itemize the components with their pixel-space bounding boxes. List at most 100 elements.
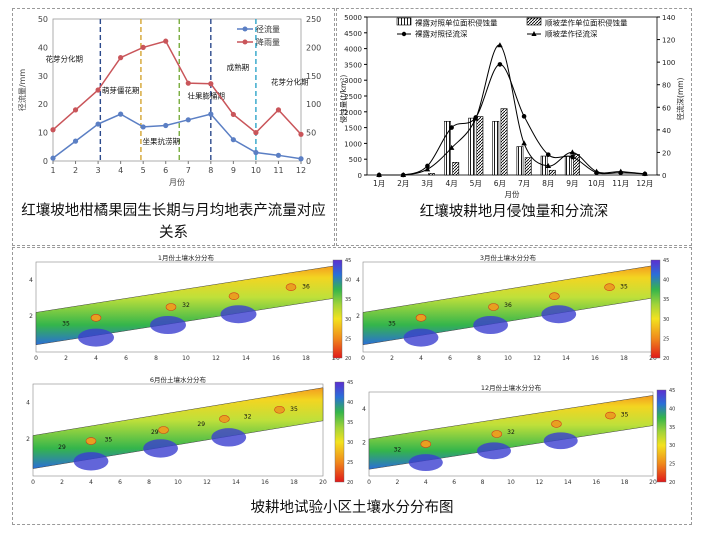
panel-erosion: 0 500 1000 1500 2000 2500 3000 3500 4000 4500 5000… bbox=[336, 8, 692, 246]
x-tick-label: 10 bbox=[504, 355, 512, 362]
dry-spot bbox=[219, 415, 230, 423]
y-tick-label: 3000 bbox=[344, 77, 362, 85]
x-tick-label: 10 bbox=[251, 166, 261, 175]
data-point bbox=[185, 117, 191, 123]
y-tick-label: 50 bbox=[38, 15, 48, 24]
x-tick-label: 5月 bbox=[470, 179, 482, 188]
erosion-bar bbox=[548, 169, 556, 176]
chart-erosion: 0500100015002000250030003500400045005000… bbox=[338, 14, 685, 199]
y-axis-label: 径流量/mm bbox=[17, 69, 27, 111]
colorbar bbox=[334, 381, 345, 483]
wet-zone bbox=[150, 316, 186, 334]
runoff-line bbox=[379, 44, 645, 176]
colorbar-tick-label: 35 bbox=[663, 297, 669, 303]
x-tick-label: 4 bbox=[94, 355, 98, 362]
x-tick-label: 6月 bbox=[494, 179, 506, 188]
erosion-bar bbox=[492, 120, 500, 176]
colorbar-tick-label: 35 bbox=[345, 297, 351, 303]
x-tick-label: 0 bbox=[31, 479, 35, 486]
panel-soil-moisture: 1月份土壤水分分布 35 32 36 0 2 4 6 8 10 12 14 16 18 20 2 4 20 25 30… bbox=[12, 247, 692, 525]
colorbar-tick-label: 20 bbox=[347, 480, 353, 486]
x-tick-label: 20 bbox=[332, 355, 340, 362]
legend-marker bbox=[242, 26, 248, 32]
erosion-bar bbox=[500, 108, 508, 176]
chart-growth-runoff: 1 2 3 4 5 6 7 8 9 10 11 120102030405005010015020025… bbox=[17, 15, 321, 187]
y2-tick-label: 120 bbox=[662, 37, 675, 45]
colorbar-tick-label: 40 bbox=[663, 278, 669, 284]
x-tick-label: 7 bbox=[186, 166, 191, 175]
colorbar-tick-label: 25 bbox=[345, 336, 351, 342]
contour-label: 35 bbox=[621, 412, 629, 419]
data-point bbox=[72, 107, 79, 113]
contour-label: 35 bbox=[290, 406, 298, 413]
legend-label: 裸露对照单位面积侵蚀量 bbox=[415, 18, 498, 28]
series-line bbox=[52, 113, 302, 160]
x-tick-label: 6 bbox=[448, 355, 452, 362]
x-tick-label: 4 bbox=[89, 479, 93, 486]
colorbar-tick-label: 30 bbox=[345, 317, 351, 323]
contour-label: 32 bbox=[244, 414, 252, 421]
y-tick-label: 10 bbox=[38, 129, 48, 138]
x-tick-label: 18 bbox=[302, 355, 310, 362]
x-tick-label: 12 bbox=[536, 479, 544, 486]
data-point bbox=[298, 156, 304, 162]
caption-chart-1: 红壤坡地柑橘果园生长期与月均地表产流量对应关系 bbox=[21, 203, 326, 241]
colorbar-tick-label: 35 bbox=[669, 425, 675, 431]
legend-label: 顺坡垄作径流深 bbox=[545, 29, 598, 39]
x-tick-label: 3 bbox=[96, 166, 101, 175]
series-line bbox=[52, 40, 302, 135]
x-tick-label: 12 bbox=[296, 166, 306, 175]
x-tick-label: 0 bbox=[367, 479, 371, 486]
wet-zone bbox=[403, 328, 439, 347]
runoff-point bbox=[424, 166, 431, 172]
x-tick-label: 16 bbox=[592, 479, 600, 486]
x-tick-label: 8 bbox=[208, 166, 213, 175]
y2-tick-label: 60 bbox=[662, 104, 671, 112]
y2-axis-label: 径流深(mm) bbox=[675, 77, 685, 120]
x-tick-label: 5 bbox=[141, 166, 146, 175]
data-point bbox=[163, 38, 169, 44]
y2-tick-label: 0 bbox=[306, 157, 311, 166]
x-tick-label: 8 bbox=[154, 355, 158, 362]
y2-tick-label: 80 bbox=[662, 82, 671, 90]
colorbar-tick-label: 40 bbox=[345, 278, 351, 284]
data-point bbox=[95, 121, 101, 127]
x-tick-label: 1 bbox=[50, 166, 55, 175]
dry-spot bbox=[491, 430, 503, 438]
runoff-point bbox=[425, 163, 430, 169]
contour-label: 32 bbox=[394, 446, 402, 453]
runoff-point bbox=[521, 140, 527, 146]
contour-label: 29 bbox=[58, 444, 66, 451]
period-label: 壮果膨桶期 bbox=[188, 91, 226, 101]
y2-tick-label: 250 bbox=[306, 15, 321, 24]
y2-tick-label: 40 bbox=[662, 127, 671, 135]
colorbar-tick-label: 30 bbox=[663, 317, 669, 323]
x-tick-label: 2 bbox=[73, 166, 78, 175]
period-label: 成熟期 bbox=[227, 62, 250, 72]
x-tick-label: 8 bbox=[481, 479, 485, 486]
x-tick-label: 18 bbox=[290, 479, 298, 486]
x-tick-label: 0 bbox=[361, 355, 365, 362]
y-tick-label: 4 bbox=[26, 399, 30, 406]
dry-spot bbox=[158, 426, 169, 434]
data-point bbox=[72, 138, 79, 144]
x-tick-label: 4 bbox=[118, 166, 123, 175]
colorbar-tick-label: 30 bbox=[669, 443, 675, 449]
runoff-point bbox=[593, 168, 600, 174]
contour-label: 29 bbox=[151, 429, 159, 436]
colorbar-tick-label: 20 bbox=[669, 480, 675, 486]
x-tick-label: 11月 bbox=[612, 179, 629, 188]
wet-zone bbox=[543, 432, 578, 450]
x-tick-label: 20 bbox=[649, 355, 657, 362]
contour-label: 36 bbox=[504, 302, 512, 309]
period-label: 坐果抗涝期 bbox=[142, 136, 180, 146]
colorbar-tick-label: 45 bbox=[347, 380, 353, 386]
data-point bbox=[50, 155, 56, 161]
erosion-bar bbox=[516, 146, 524, 176]
runoff-point bbox=[497, 62, 503, 67]
data-point bbox=[298, 131, 304, 137]
x-axis-label: 月份 bbox=[505, 189, 520, 199]
colorbar-tick-label: 25 bbox=[669, 462, 675, 468]
x-tick-label: 14 bbox=[232, 479, 240, 486]
dry-spot bbox=[90, 314, 102, 322]
